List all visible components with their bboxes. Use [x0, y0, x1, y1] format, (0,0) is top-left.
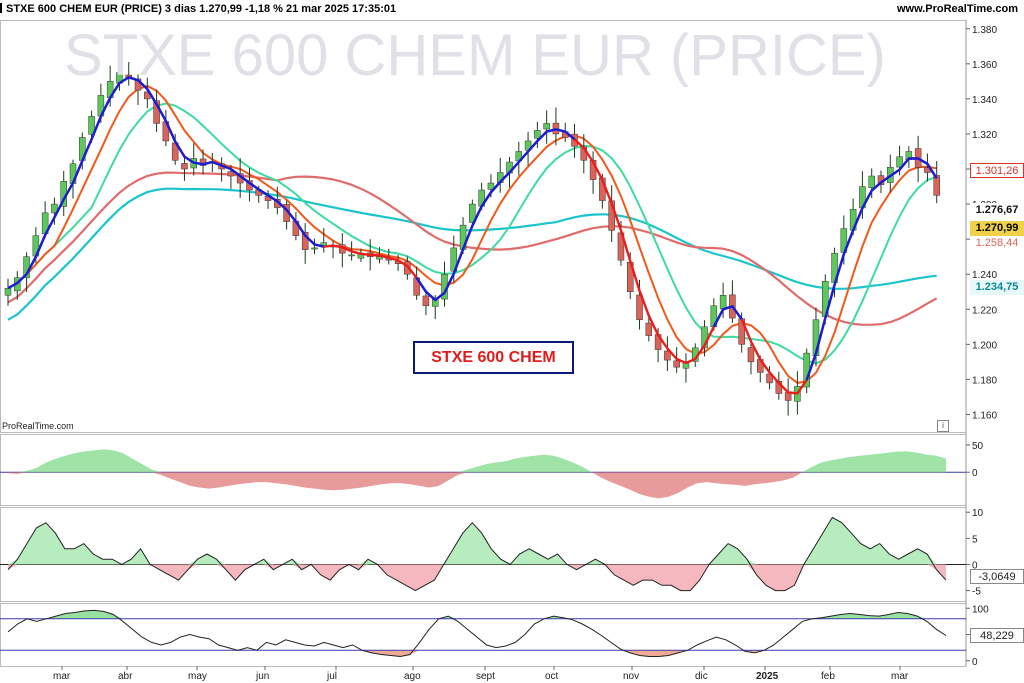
ma-salmon-line [7, 171, 938, 326]
ma-orange-line [7, 84, 937, 384]
time-tick-label: may [188, 671, 207, 682]
time-tick-label: mar [891, 671, 909, 682]
osc3-tick-label: 100 [972, 604, 989, 615]
price-badge-2: 1.276,67 [970, 203, 1024, 218]
chart-header-site[interactable]: www.ProRealTime.com [896, 3, 1018, 15]
chart-annotation-box: STXE 600 CHEM [413, 341, 574, 374]
candle-body [645, 322, 653, 336]
time-tick-label: feb [821, 671, 835, 682]
ma-blue-segment-1 [415, 128, 576, 302]
candle-body [933, 175, 940, 196]
osc-line [7, 516, 947, 592]
osc2-badge: -3,0649 [970, 569, 1024, 584]
osc-tick-label: 5 [972, 534, 978, 545]
candle-body [896, 156, 903, 168]
osc-tick-label: 10 [972, 508, 984, 519]
ma-green-line [7, 102, 938, 365]
overbought-area [8, 610, 946, 619]
price-tick-label: 1.320 [972, 130, 997, 141]
candle-body [51, 203, 58, 214]
osc-positive-area [8, 517, 946, 565]
osc-negative-area [8, 564, 946, 591]
osc-tick-label: 0 [972, 468, 978, 479]
osc-tick-label: 0 [972, 560, 978, 571]
candle-body [348, 254, 355, 257]
candle-body [719, 295, 727, 310]
time-tick-label: sept [476, 671, 495, 682]
time-tick-label: ago [404, 671, 421, 682]
price-tick-label: 1.340 [972, 95, 997, 106]
candle-body [422, 295, 430, 307]
candle-body [868, 175, 875, 188]
price-tick-label: 1.200 [972, 340, 997, 351]
candle-body [673, 360, 680, 368]
panel-frame-3 [0, 603, 967, 667]
candle-body [311, 247, 318, 250]
time-tick-label: jun [255, 671, 269, 682]
candle-body [487, 182, 495, 190]
chart-watermark: STXE 600 CHEM EUR (PRICE) [64, 23, 886, 88]
osc-line [8, 449, 946, 498]
candle-body [227, 171, 235, 177]
osc-negative-area [8, 472, 946, 499]
candle-body [747, 347, 755, 363]
price-tick-label: 1.240 [972, 270, 997, 281]
ma-blue-segment-3 [805, 157, 938, 381]
ma-cyan-line [7, 187, 937, 321]
price-badge-1: 1.301,26 [970, 163, 1024, 178]
time-tick-label: dic [695, 671, 708, 682]
ma-blue-segment-2 [712, 304, 743, 328]
ma-blue-segment-0 [7, 75, 325, 290]
time-tick-label: jul [326, 671, 337, 682]
chart-header-title: STXE 600 CHEM EUR (PRICE) 3 dias 1.270,9… [6, 3, 397, 15]
price-badge-4: 1.234,75 [970, 280, 1024, 295]
candle-body [534, 130, 541, 139]
price-badge-last: 1.270,99 [970, 221, 1024, 236]
time-tick-label: nov [623, 671, 639, 682]
time-tick-label: oct [545, 671, 559, 682]
oversold-area [8, 650, 946, 657]
price-tick-label: 1.180 [972, 375, 997, 386]
time-tick-label: mar [53, 671, 71, 682]
candle-body [301, 231, 309, 250]
osc-tick-label: -5 [972, 587, 981, 598]
panel-credit: ProRealTime.com [2, 421, 74, 431]
osc-tick-label: 50 [972, 441, 984, 452]
candle-body [469, 203, 476, 223]
price-tick-label: 1.160 [972, 410, 997, 421]
time-tick-label: abr [118, 671, 133, 682]
price-tick-label: 1.380 [972, 25, 997, 36]
candle-body [4, 287, 12, 296]
osc-positive-area [8, 449, 946, 473]
candle-body [636, 294, 643, 321]
header-marker-icon [0, 3, 2, 13]
time-tick-label: 2025 [756, 671, 779, 682]
candle-body [181, 163, 188, 170]
candle-body [88, 116, 95, 135]
osc3-tick-label: 0 [972, 657, 978, 668]
osc3-badge: 48,229 [970, 628, 1024, 643]
osc3-line [7, 609, 947, 658]
price-tick-label: 1.360 [972, 60, 997, 71]
price-tick-label: 1.220 [972, 305, 997, 316]
info-icon[interactable]: i [937, 420, 949, 432]
candle-body [543, 123, 550, 130]
price-badge-3: 1.258,44 [970, 236, 1024, 251]
candle-body [664, 350, 671, 361]
